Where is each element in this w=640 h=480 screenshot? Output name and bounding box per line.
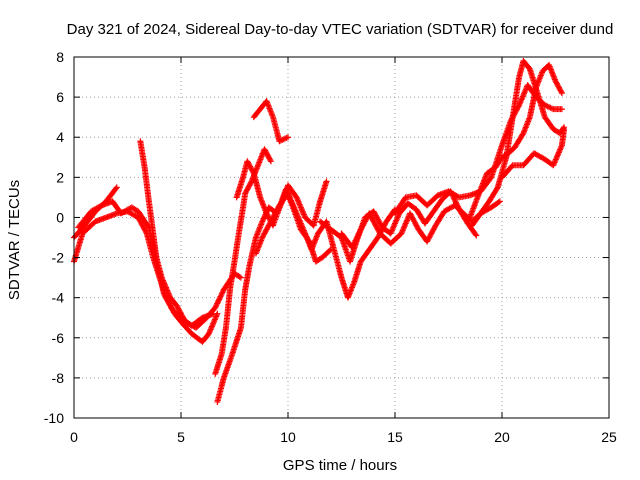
data-point bbox=[285, 134, 291, 141]
y-tick-label: 2 bbox=[56, 169, 64, 185]
data-point bbox=[558, 88, 565, 95]
data-point bbox=[558, 90, 565, 97]
data-point bbox=[323, 178, 330, 185]
plot-frame bbox=[73, 56, 610, 419]
data-point bbox=[349, 243, 356, 250]
data-point bbox=[216, 294, 223, 301]
y-tick-label: 4 bbox=[56, 129, 64, 145]
x-tick-label: 25 bbox=[601, 429, 617, 445]
data-point bbox=[217, 293, 224, 300]
data-point bbox=[218, 290, 225, 297]
series-track-d bbox=[137, 138, 217, 329]
data-point bbox=[214, 299, 221, 306]
data-point bbox=[212, 304, 219, 311]
x-tick-label: 10 bbox=[280, 429, 296, 445]
data-point bbox=[487, 175, 494, 182]
data-point bbox=[351, 238, 358, 245]
data-point bbox=[357, 227, 364, 234]
data-point bbox=[493, 185, 500, 192]
y-tick-label: 8 bbox=[56, 49, 64, 65]
y-tick-label: -4 bbox=[52, 290, 65, 306]
data-point bbox=[214, 300, 221, 307]
data-point bbox=[350, 241, 357, 248]
y-tick-label: 0 bbox=[56, 209, 64, 225]
data-point bbox=[236, 273, 243, 280]
data-point bbox=[216, 296, 223, 303]
x-tick-label: 20 bbox=[494, 429, 510, 445]
x-tick-label: 5 bbox=[177, 429, 185, 445]
data-point bbox=[352, 237, 359, 244]
data-point bbox=[250, 168, 257, 175]
data-point bbox=[349, 244, 356, 251]
y-tick-label: -6 bbox=[52, 330, 65, 346]
y-axis: -10 -8 -6 -4 -2 0 2 4 6 8 bbox=[44, 49, 609, 426]
data-point bbox=[496, 198, 503, 205]
data-point bbox=[353, 236, 360, 243]
data-point bbox=[213, 301, 220, 308]
data-point bbox=[351, 240, 358, 247]
y-tick-label: -8 bbox=[52, 370, 65, 386]
data-point bbox=[356, 229, 363, 236]
series-track-m bbox=[466, 62, 565, 221]
x-axis: 0 5 10 15 20 25 bbox=[70, 57, 617, 445]
data-point bbox=[212, 303, 219, 310]
series-track-i bbox=[252, 190, 398, 301]
data-point bbox=[472, 231, 479, 238]
data-point bbox=[97, 203, 104, 210]
series-track-f bbox=[214, 178, 330, 405]
data-point bbox=[355, 232, 362, 239]
data-point bbox=[113, 184, 120, 191]
data-point bbox=[561, 126, 568, 133]
data-point bbox=[353, 234, 360, 241]
data-point bbox=[267, 156, 274, 163]
x-axis-title: GPS time / hours bbox=[283, 457, 397, 474]
series-track-k bbox=[338, 198, 503, 251]
y-axis-title: SDTVAR / TECUs bbox=[6, 180, 23, 300]
data-point bbox=[355, 230, 362, 237]
x-tick-label: 0 bbox=[70, 429, 78, 445]
series-track-n bbox=[469, 58, 568, 229]
y-tick-label: -10 bbox=[44, 410, 64, 426]
data-point bbox=[558, 106, 565, 113]
series-track-j bbox=[317, 188, 480, 265]
chart-title: Day 321 of 2024, Sidereal Day-to-day VTE… bbox=[67, 21, 614, 38]
data-point bbox=[354, 233, 361, 240]
data-point bbox=[219, 289, 226, 296]
data-point bbox=[237, 274, 244, 281]
plot-marks bbox=[71, 58, 568, 405]
data-point bbox=[267, 158, 274, 165]
x-tick-label: 15 bbox=[387, 429, 403, 445]
data-point bbox=[473, 232, 480, 239]
data-point bbox=[112, 185, 119, 192]
data-point bbox=[218, 292, 225, 299]
data-point bbox=[495, 199, 502, 206]
data-point bbox=[210, 310, 217, 317]
y-tick-label: 6 bbox=[56, 89, 64, 105]
series-track-h bbox=[250, 98, 291, 145]
series-track-e bbox=[212, 146, 274, 377]
data-point bbox=[247, 179, 254, 186]
series-track-o bbox=[499, 126, 568, 181]
data-point bbox=[215, 297, 222, 304]
y-tick-label: -2 bbox=[52, 250, 65, 266]
data-point bbox=[519, 131, 526, 138]
